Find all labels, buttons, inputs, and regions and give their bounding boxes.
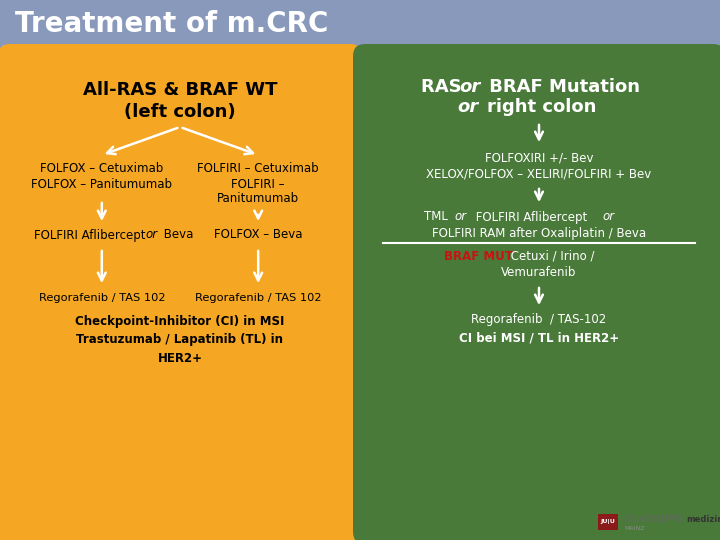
Text: XELOX/FOLFOX – XELIRI/FOLFIRI + Bev: XELOX/FOLFOX – XELIRI/FOLFIRI + Bev	[426, 167, 652, 180]
Text: FOLFIRI RAM after Oxaliplatin / Beva: FOLFIRI RAM after Oxaliplatin / Beva	[432, 226, 646, 240]
Text: RAS: RAS	[421, 78, 468, 96]
Text: Panitumumab: Panitumumab	[217, 192, 300, 205]
Text: TML: TML	[424, 211, 451, 224]
Text: Beva: Beva	[160, 228, 193, 241]
Text: FOLFOX – Beva: FOLFOX – Beva	[214, 228, 302, 241]
Text: Checkpoint-Inhibitor (CI) in MSI: Checkpoint-Inhibitor (CI) in MSI	[76, 315, 284, 328]
Text: FOLFOX – Panitumumab: FOLFOX – Panitumumab	[31, 178, 172, 191]
Text: FOLFIRI – Cetuximab: FOLFIRI – Cetuximab	[197, 161, 319, 174]
Text: (left colon): (left colon)	[124, 103, 236, 121]
Text: Treatment of m.CRC: Treatment of m.CRC	[15, 10, 328, 38]
Text: medizin.: medizin.	[686, 516, 720, 524]
FancyBboxPatch shape	[353, 44, 720, 540]
Text: Cetuxi / Irino /: Cetuxi / Irino /	[507, 249, 595, 262]
Text: Regorafenib / TAS 102: Regorafenib / TAS 102	[195, 293, 321, 303]
FancyBboxPatch shape	[0, 44, 362, 540]
Text: FOLFOX – Cetuximab: FOLFOX – Cetuximab	[40, 161, 163, 174]
Text: HER2+: HER2+	[158, 352, 202, 365]
Text: BRAF MUT: BRAF MUT	[444, 249, 513, 262]
Text: or: or	[145, 228, 158, 241]
Text: Trastuzumab / Lapatinib (TL) in: Trastuzumab / Lapatinib (TL) in	[76, 334, 284, 347]
Text: FOLFOXIRI +/- Bev: FOLFOXIRI +/- Bev	[485, 152, 593, 165]
Text: right colon: right colon	[487, 98, 596, 116]
Text: FOLFIRI Aflibercept: FOLFIRI Aflibercept	[34, 228, 149, 241]
Text: UNIVERSITĀTS: UNIVERSITĀTS	[624, 516, 684, 524]
Text: or: or	[457, 98, 478, 116]
Text: FOLFIRI –: FOLFIRI –	[231, 178, 285, 191]
Text: or: or	[459, 78, 480, 96]
Text: Vemurafenib: Vemurafenib	[501, 266, 577, 279]
FancyBboxPatch shape	[0, 0, 720, 48]
Text: Regorafenib  / TAS-102: Regorafenib / TAS-102	[472, 314, 607, 327]
Text: MAINZ: MAINZ	[624, 525, 644, 530]
Text: BRAF Mutation: BRAF Mutation	[483, 78, 640, 96]
Text: CI bei MSI / TL in HER2+: CI bei MSI / TL in HER2+	[459, 332, 619, 345]
FancyBboxPatch shape	[598, 514, 618, 530]
Text: All-RAS & BRAF WT: All-RAS & BRAF WT	[83, 81, 277, 99]
Text: or: or	[454, 211, 466, 224]
Text: Regorafenib / TAS 102: Regorafenib / TAS 102	[39, 293, 165, 303]
Text: or: or	[602, 211, 614, 224]
Text: FOLFIRI Aflibercept: FOLFIRI Aflibercept	[472, 211, 591, 224]
Text: JU|U: JU|U	[600, 519, 616, 524]
